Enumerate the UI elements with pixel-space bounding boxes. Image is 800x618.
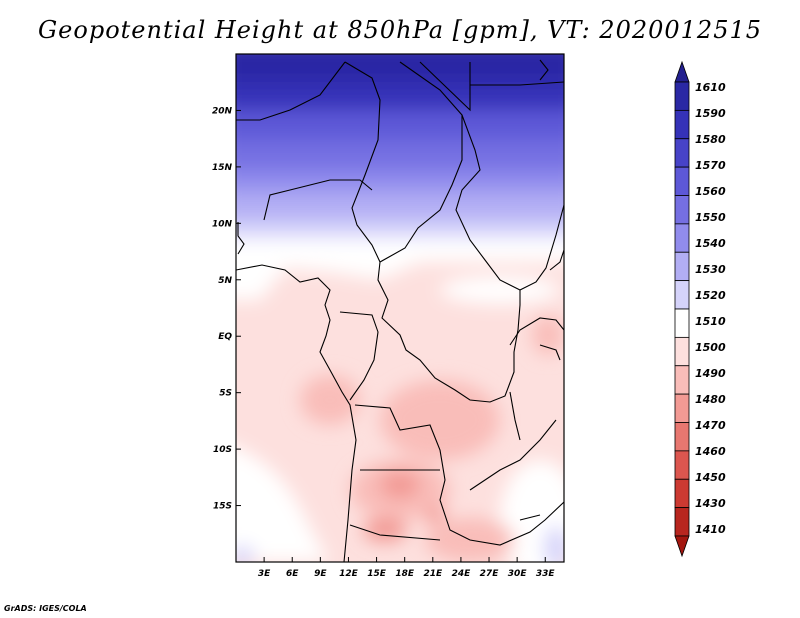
map-title: Geopotential Height at 850hPa [gpm], VT:… xyxy=(38,16,762,44)
colorbar-label: 1510 xyxy=(695,315,726,328)
lat-tick-label: 20N xyxy=(212,106,233,116)
colorbar-swatch xyxy=(674,195,690,225)
colorbar-swatch xyxy=(674,280,690,310)
colorbar-swatch xyxy=(674,60,690,83)
lat-tick-label: 15S xyxy=(213,502,232,512)
lon-tick-label: 18E xyxy=(395,569,415,579)
colorbar-label: 1480 xyxy=(695,393,726,406)
map-frame xyxy=(235,53,565,563)
lat-tick-label: 15N xyxy=(212,163,233,173)
colorbar-label: 1530 xyxy=(695,263,726,276)
lon-tick-label: 24E xyxy=(452,569,472,579)
colorbar-label: 1450 xyxy=(695,471,726,484)
colorbar-label: 1410 xyxy=(695,523,726,536)
colorbar-label: 1560 xyxy=(695,185,726,198)
lon-tick-label: 6E xyxy=(286,569,299,579)
colorbar-label: 1470 xyxy=(695,419,726,432)
colorbar-swatch xyxy=(674,535,690,558)
lat-tick-label: 5N xyxy=(218,276,232,286)
lon-tick-label: 30E xyxy=(508,569,528,579)
colorbar-swatch xyxy=(674,223,690,253)
colorbar-label: 1590 xyxy=(695,107,726,120)
colorbar-swatch xyxy=(674,478,690,509)
colorbar-label: 1570 xyxy=(695,159,726,172)
colorbar-label: 1490 xyxy=(695,367,726,380)
colorbar-swatch xyxy=(674,422,690,452)
grads-credit: GrADS: IGES/COLA xyxy=(4,604,87,613)
colorbar-swatch xyxy=(674,109,690,140)
colorbar-swatch xyxy=(674,336,690,367)
colorbar-swatch xyxy=(674,507,690,537)
colorbar-label: 1520 xyxy=(695,289,726,302)
lon-tick-label: 3E xyxy=(258,569,271,579)
colorbar-label: 1460 xyxy=(695,445,726,458)
lat-tick-label: 10N xyxy=(212,219,233,229)
colorbar-label: 1610 xyxy=(695,81,726,94)
lon-tick-label: 15E xyxy=(367,569,387,579)
colorbar-swatch xyxy=(674,365,690,395)
lat-tick-label: 5S xyxy=(219,389,232,399)
colorbar-swatch xyxy=(674,393,690,423)
colorbar-swatch xyxy=(674,138,690,168)
lon-tick-label: 27E xyxy=(480,569,500,579)
colorbar: 1610 1590 1580 1570 1560 1550 1540 1530 1520 1510… xyxy=(674,60,726,558)
colorbar-label: 1500 xyxy=(695,341,726,354)
geopotential-shading xyxy=(236,54,564,562)
lon-tick-label: 12E xyxy=(339,569,359,579)
colorbar-swatch xyxy=(674,166,690,196)
lon-tick-label: 33E xyxy=(536,569,556,579)
latitude-axis: 20N 15N 10N 5N EQ 5S 10S 15S xyxy=(212,106,241,512)
coastlines-and-borders xyxy=(236,59,564,562)
colorbar-swatch xyxy=(674,450,690,480)
colorbar-swatch xyxy=(674,308,690,338)
lon-tick-label: 21E xyxy=(423,569,443,579)
lat-tick-label: EQ xyxy=(218,332,232,342)
colorbar-swatch xyxy=(674,251,690,282)
colorbar-label: 1580 xyxy=(695,133,726,146)
colorbar-label: 1430 xyxy=(695,497,726,510)
colorbar-label: 1540 xyxy=(695,237,726,250)
colorbar-label: 1550 xyxy=(695,211,726,224)
lat-tick-label: 10S xyxy=(213,445,232,455)
colorbar-swatch xyxy=(674,81,690,111)
longitude-axis: 3E 6E 9E 12E 15E 18E 21E 24E 27E 30E 33E xyxy=(258,557,556,579)
lon-tick-label: 9E xyxy=(314,569,327,579)
